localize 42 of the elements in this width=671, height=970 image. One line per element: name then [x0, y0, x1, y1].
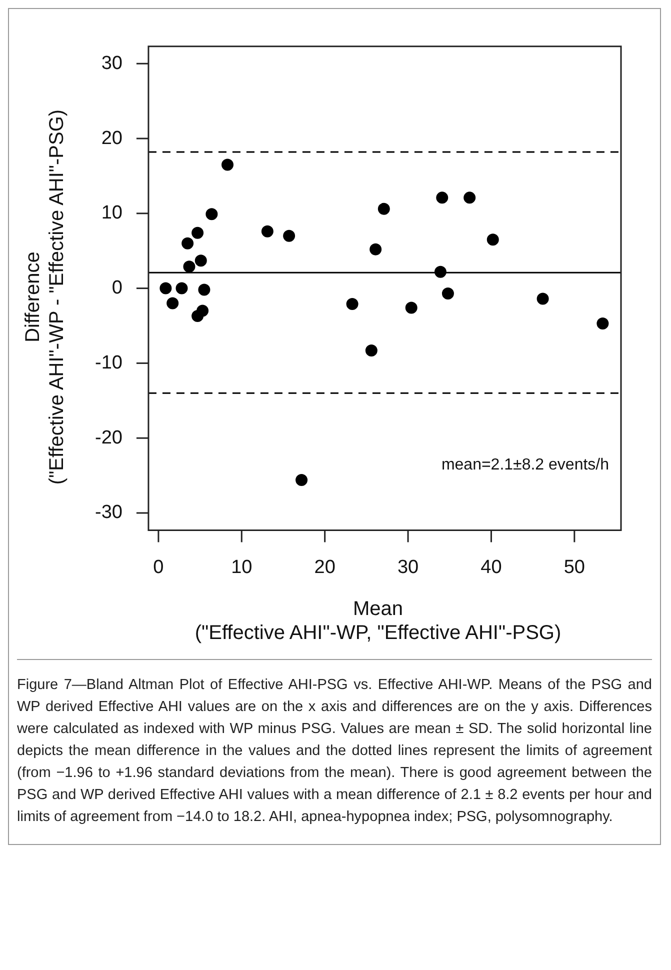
- point: [596, 318, 609, 330]
- point: [176, 282, 188, 294]
- x-tick-label: 50: [564, 556, 585, 578]
- annotation: mean=2.1±8.2 events/h: [441, 456, 609, 474]
- point: [166, 297, 179, 310]
- y-tick-label: -30: [94, 502, 122, 524]
- y-tick-label: 0: [112, 278, 122, 299]
- x-tick-label: 10: [231, 556, 252, 578]
- x-tick-label: 30: [397, 556, 419, 578]
- y-tick-label: -20: [94, 427, 122, 448]
- caption: Figure 7—Bland Altman Plot of Effective AHI-PSG vs. Effective AHI-WP. Means of the PSG and WP derived Effective AHI values are on the x axis and differences are on the y axis. Differences were calculated as indexed with WP minus PSG. Values are mean ± SD. The solid horizontal line depicts the mean difference in the values and the dotted lines represent the limits of agreement (from −1.96 to +1.96 standard deviations from the mean). There is good agreement between the PSG and WP derived Effective AHI values with a mean difference of 2.1 ± 8.2 events per hour and limits of agreement from −14.0 to 18.2. AHI, apnea-hypopnea index; PSG, polysomnography.: [17, 659, 652, 828]
- x-tick-label: 40: [480, 556, 502, 578]
- point: [486, 234, 499, 246]
- y-tick-label: 30: [101, 52, 122, 74]
- point: [536, 292, 549, 305]
- y-axis-title: Difference ("Effective AHI"-WP - "Effective AHI"-PSG): [21, 109, 69, 485]
- point: [221, 158, 234, 171]
- point: [182, 237, 194, 250]
- point: [442, 288, 454, 300]
- point: [346, 298, 358, 310]
- point: [192, 226, 204, 239]
- x-tick-label: 0: [153, 556, 164, 578]
- point: [378, 202, 390, 215]
- point: [261, 225, 274, 238]
- x-axis-title: Mean ("Effective AHI"-WP, "Effective AHI"-PSG): [194, 597, 562, 645]
- point: [206, 208, 218, 220]
- y-tick-label: 10: [101, 202, 122, 224]
- point: [198, 284, 210, 296]
- point: [196, 304, 209, 317]
- point: [370, 243, 382, 256]
- point: [160, 282, 172, 294]
- y-tick-label: 20: [101, 128, 122, 149]
- x-tick-label: 20: [314, 556, 336, 578]
- y-tick-label: -10: [94, 352, 122, 374]
- point: [296, 474, 308, 486]
- point: [464, 192, 476, 204]
- point: [183, 260, 196, 273]
- point: [405, 302, 418, 314]
- point: [283, 230, 296, 242]
- point: [194, 254, 207, 267]
- point: [436, 192, 448, 204]
- point: [365, 344, 378, 356]
